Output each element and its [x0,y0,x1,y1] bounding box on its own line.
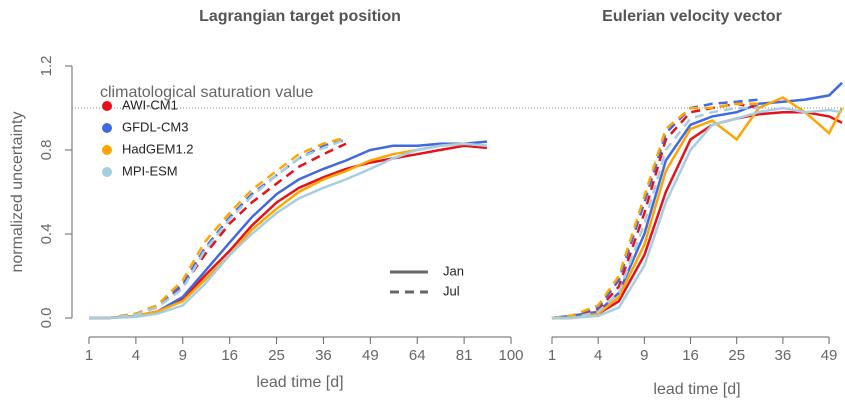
y-tick-label: 0.0 [38,308,55,329]
x-tick-label: 49 [362,347,379,364]
legend-label: MPI-ESM [122,163,178,178]
series-line [89,142,347,320]
y-tick-label: 0.8 [38,140,55,161]
y-tick-label: 1.2 [38,56,55,77]
x-tick-label: 4 [132,347,140,364]
x-tick-label: 9 [179,347,187,364]
x-tick-label: 100 [498,347,523,364]
legend-marker [102,101,112,111]
series-line [89,138,347,320]
legend-marker [102,167,112,177]
legend-label: Jul [443,283,460,298]
x-tick-label: 1 [85,347,93,364]
series-line [551,102,759,320]
x-tick-label: 4 [594,347,602,364]
y-axis-label: normalized uncertainty [9,112,26,273]
series-line [89,136,347,320]
x-tick-label: 81 [456,347,473,364]
x-tick-label: 16 [682,347,699,364]
legend-label: Jan [443,263,464,278]
x-tick-label: 1 [548,347,556,364]
x-tick-label: 9 [640,347,648,364]
x-tick-label: 36 [775,347,792,364]
series-line [89,142,488,320]
saturation-label: climatological saturation value [100,84,314,101]
legend-marker [102,123,112,133]
x-axis-label: lead time [d] [256,374,343,391]
legend-label: AWI-CM1 [122,97,178,112]
series-line [552,96,844,320]
series-line [552,106,759,320]
x-axis-label: lead time [d] [653,381,740,398]
legend-label: GFDL-CM3 [122,119,188,134]
y-tick-label: 0.4 [38,224,55,245]
series-line [552,106,843,320]
legend-marker [102,145,112,155]
series-line [551,81,843,320]
panel-title: Eulerian velocity vector [602,8,782,25]
x-tick-label: 49 [821,347,838,364]
panel-title: Lagrangian target position [199,8,401,25]
x-tick-label: 25 [728,347,745,364]
x-tick-label: 36 [315,347,332,364]
series-line [89,138,347,320]
x-tick-label: 25 [268,347,285,364]
x-tick-label: 16 [221,347,238,364]
x-tick-label: 64 [409,347,426,364]
legend-label: HadGEM1.2 [122,141,194,156]
